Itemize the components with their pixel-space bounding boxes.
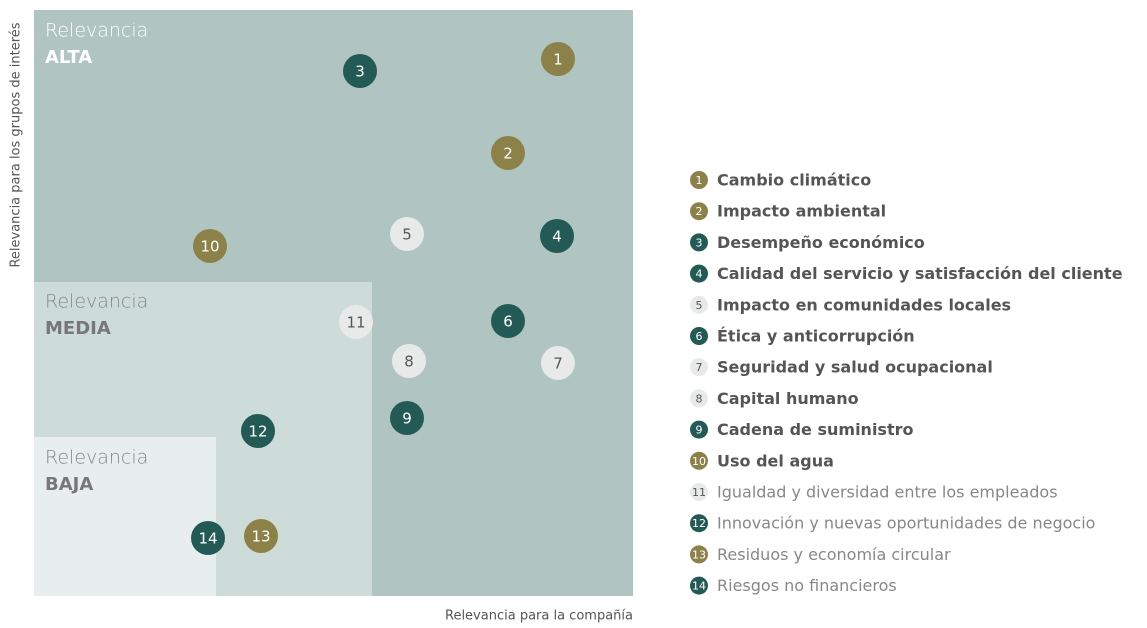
legend-number: 12 [692,517,706,530]
zone-prefix: Relevancia [45,447,148,469]
legend-number: 6 [696,330,703,343]
legend-marker [690,576,708,595]
topic-marker [491,136,525,170]
topic-number: 10 [200,238,219,256]
legend-number: 10 [692,455,706,468]
topic-number: 8 [404,353,414,371]
topic-marker [241,414,275,448]
topic-marker [541,42,575,76]
legend-label: Impacto ambiental [717,202,886,221]
legend-marker [690,389,708,408]
topic-marker [390,401,424,435]
topic-number: 2 [503,145,513,163]
topic-marker [244,519,278,553]
legend-marker [690,233,708,252]
topic-number: 1 [553,51,563,69]
topic-marker [541,346,575,380]
topic-number: 11 [346,314,365,332]
legend-marker [690,295,708,314]
legend-label: Residuos y economía circular [717,545,951,564]
legend-number: 5 [696,299,703,312]
topic-marker [193,229,227,263]
zone-level: MEDIA [45,318,111,339]
topic-marker [191,521,225,555]
topic-number: 5 [402,226,412,244]
legend-label: Calidad del servicio y satisfacción del … [717,264,1123,283]
legend-number: 1 [696,174,703,187]
legend-marker [690,358,708,377]
legend-marker [690,171,708,189]
topic-number: 9 [402,410,412,428]
zone-level: ALTA [45,47,92,68]
topic-number: 4 [552,228,562,246]
legend-number: 8 [696,392,703,405]
y-axis-label: Relevancia para los grupos de interés [9,22,24,267]
topic-marker [390,217,424,251]
zone-prefix: Relevancia [45,291,148,313]
legend-label: Desempeño económico [717,233,925,252]
topic-marker [343,54,377,88]
topic-number: 7 [553,355,563,373]
legend-number: 7 [696,361,703,374]
legend-number: 11 [692,486,706,499]
x-axis-label: Relevancia para la compañía [445,609,633,624]
legend-marker [690,451,708,470]
legend-number: 3 [696,236,703,249]
legend-number: 2 [696,205,703,218]
topic-number: 3 [355,63,365,81]
legend-marker [690,327,708,345]
legend-label: Ética y anticorrupción [717,327,915,346]
legend-label: Cadena de suministro [717,420,913,439]
zone-level: BAJA [45,474,93,495]
legend-marker [690,545,708,564]
legend-label: Innovación y nuevas oportunidades de neg… [717,514,1095,533]
legend-label: Igualdad y diversidad entre los empleado… [717,483,1058,502]
legend-marker [690,420,708,439]
zone [34,437,216,596]
legend-label: Impacto en comunidades locales [717,295,1011,314]
legend-number: 13 [692,548,706,561]
topic-number: 13 [251,528,270,546]
legend-label: Cambio climático [717,171,871,190]
topic-marker [540,219,574,253]
legend-label: Capital humano [717,389,859,408]
legend-marker [690,483,708,501]
legend-marker [690,514,708,533]
zone-prefix: Relevancia [45,20,148,42]
legend-number: 9 [696,424,703,437]
topic-marker [491,304,525,338]
legend-number: 4 [696,268,703,281]
topic-number: 14 [198,530,217,548]
legend-marker [690,264,708,283]
legend-label: Uso del agua [717,451,834,470]
topic-marker [392,344,426,378]
legend-label: Riesgos no financieros [717,576,897,595]
topic-number: 12 [248,423,267,441]
legend-label: Seguridad y salud ocupacional [717,358,993,377]
topic-number: 6 [503,313,513,331]
legend-marker [690,202,708,221]
topic-marker [339,305,373,339]
legend-number: 14 [692,580,706,593]
